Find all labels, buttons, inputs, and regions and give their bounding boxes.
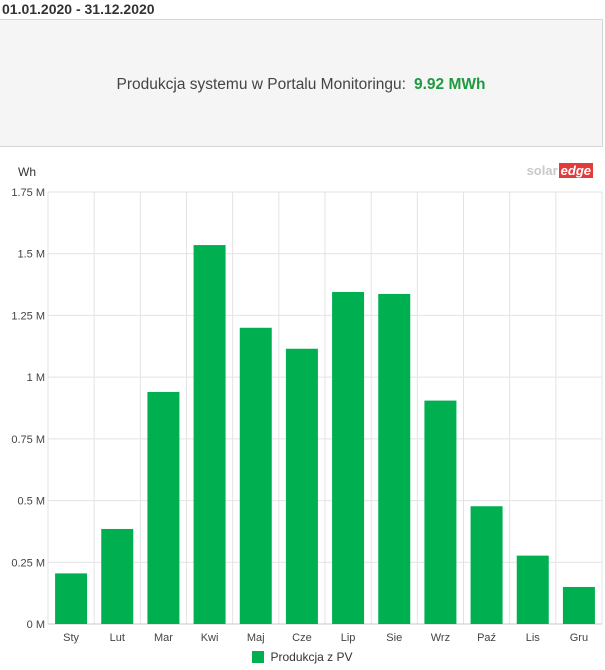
legend-label: Produkcja z PV — [270, 650, 353, 664]
x-tick-label: Wrz — [431, 632, 450, 644]
bar[interactable] — [332, 291, 365, 624]
grid-layer — [47, 191, 603, 625]
y-tick-label: 0.5 M — [17, 496, 45, 508]
legend[interactable]: Produkcja z PV — [0, 650, 605, 664]
logo-part-solar: solar — [526, 163, 558, 178]
y-tick-label: 1.5 M — [17, 249, 45, 261]
y-tick-labels: 0 M 0.25 M 0.5 M 0.75 M 1 M 1.25 M 1.5 M 1.75 M — [11, 187, 45, 631]
bar[interactable] — [193, 245, 226, 624]
y-tick-label: 0 M — [27, 619, 45, 631]
x-tick-label: Sty — [63, 632, 79, 644]
legend-swatch — [252, 651, 265, 663]
y-tick-label: 1.75 M — [11, 187, 45, 199]
summary-panel: Produkcja systemu w Portalu Monitoringu:… — [0, 19, 603, 147]
summary-label: Produkcja systemu w Portalu Monitoringu: — [116, 76, 406, 93]
y-tick-label: 1 M — [27, 372, 45, 384]
x-tick-label: Lis — [526, 632, 541, 644]
bar[interactable] — [239, 327, 272, 624]
x-tick-label: Maj — [247, 632, 265, 644]
x-tick-label: Lip — [341, 632, 356, 644]
bar[interactable] — [55, 573, 88, 624]
bar[interactable] — [285, 348, 318, 624]
bar[interactable] — [378, 293, 411, 624]
date-range: 01.01.2020 - 31.12.2020 — [2, 1, 155, 17]
summary-line: Produkcja systemu w Portalu Monitoringu:… — [0, 76, 602, 94]
bar-chart: 0 M 0.25 M 0.5 M 0.75 M 1 M 1.25 M 1.5 M 1.75 M… — [11, 187, 603, 644]
chart-area: Wh solar edge 0 M 0.25 M 0.5 M 0.75 M 1 M 1.25… — [0, 148, 605, 670]
y-tick-label: 0.25 M — [11, 557, 45, 569]
x-tick-label: Cze — [292, 632, 312, 644]
x-tick-label: Mar — [154, 632, 173, 644]
y-tick-label: 1.25 M — [11, 310, 45, 322]
x-tick-label: Sie — [386, 632, 402, 644]
solaredge-logo: solar edge — [527, 163, 593, 178]
x-tick-label: Paź — [477, 632, 496, 644]
bar[interactable] — [147, 391, 180, 624]
bar[interactable] — [516, 555, 549, 624]
bar[interactable] — [101, 528, 134, 624]
bar-layer — [55, 245, 595, 624]
x-tick-label: Gru — [570, 632, 588, 644]
summary-value: 9.92 MWh — [413, 76, 486, 93]
logo-part-edge: edge — [558, 163, 593, 178]
x-tick-label: Kwi — [201, 632, 219, 644]
bar[interactable] — [562, 586, 595, 624]
y-tick-label: 0.75 M — [11, 434, 45, 446]
x-tick-label: Lut — [110, 632, 125, 644]
bar[interactable] — [424, 400, 457, 624]
y-axis-unit-label: Wh — [18, 165, 36, 179]
x-tick-labels: Sty Lut Mar Kwi Maj Cze Lip Sie Wrz Paź Lis Gru — [63, 632, 588, 644]
bar[interactable] — [470, 506, 503, 624]
